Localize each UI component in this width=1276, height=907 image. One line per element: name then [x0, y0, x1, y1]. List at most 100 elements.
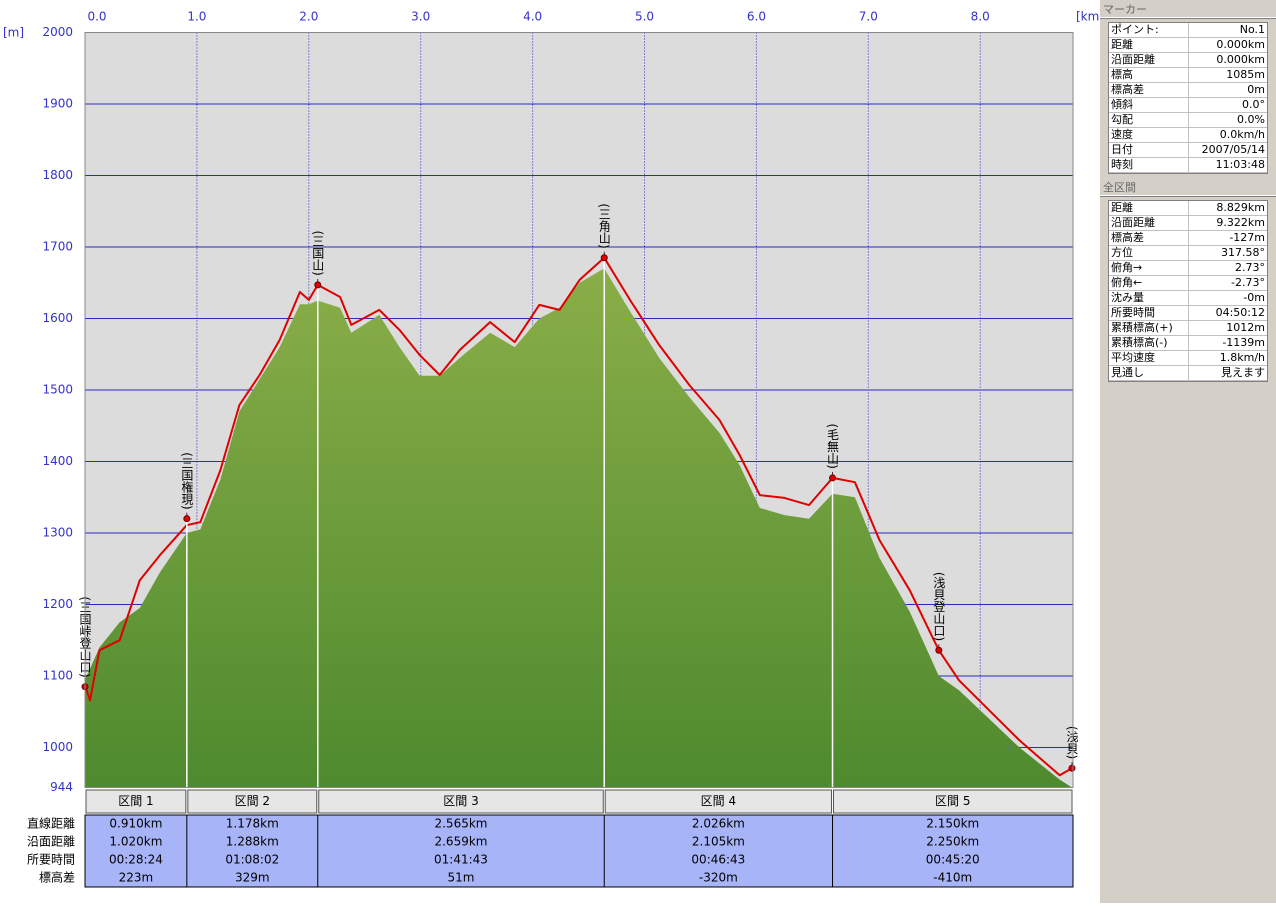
panel-row: 累積標高(-) -1139m: [1109, 336, 1267, 351]
panel-row: 距離 0.000km: [1109, 38, 1267, 53]
panel-row: 距離 8.829km: [1109, 201, 1267, 216]
section-header: 区間 1: [118, 794, 153, 808]
panel-value: 2.73°: [1187, 261, 1268, 275]
panel-value: 1085m: [1187, 68, 1268, 82]
panel-label: 沿面距離: [1111, 216, 1155, 229]
row-label: 直線距離: [27, 816, 75, 831]
panel-row: 時刻 11:03:48: [1109, 158, 1267, 173]
panel-row: 見通し 見えます: [1109, 366, 1267, 381]
marker-dot: [183, 515, 191, 523]
panel-value: 11:03:48: [1187, 158, 1268, 172]
section-header: 区間 4: [701, 794, 736, 808]
row-label: 所要時間: [27, 853, 75, 867]
panel-value: 0.000km: [1187, 53, 1268, 67]
y-tick-label: 1700: [42, 239, 73, 253]
marker-dot: [600, 254, 608, 262]
marker-label: (毛無山): [826, 424, 840, 469]
section-cell: 1.020km: [109, 835, 162, 849]
panel-label: 日付: [1111, 143, 1133, 156]
y-unit: [m]: [3, 26, 24, 40]
x-tick-label: 5.0: [635, 10, 654, 24]
x-tick-label: 6.0: [747, 10, 766, 24]
panel-row: 所要時間 04:50:12: [1109, 306, 1267, 321]
panel-table: 距離 8.829km 沿面距離 9.322km 標高差 -127m 方位 317.58° 俯角→…: [1108, 200, 1268, 382]
panel-label: 距離: [1111, 201, 1133, 214]
marker-dot: [314, 281, 322, 289]
panel-value: 1012m: [1187, 321, 1268, 335]
panel-value: 0.000km: [1187, 38, 1268, 52]
panel-value: -0m: [1187, 291, 1268, 305]
marker-dot: [935, 646, 943, 654]
marker-label: (浅貝登山口): [932, 572, 946, 641]
panel-header: マーカー: [1100, 2, 1276, 18]
panel-row: 沿面距離 0.000km: [1109, 53, 1267, 68]
panel-value: 0.0%: [1187, 113, 1268, 127]
y-tick-label: 944: [50, 780, 73, 794]
section-cell: -320m: [699, 871, 738, 885]
terrain-area: [85, 268, 1072, 788]
section-cell: 329m: [235, 871, 270, 885]
panel-value: 0.0°: [1187, 98, 1268, 112]
panel-row: 標高 1085m: [1109, 68, 1267, 83]
panel-label: 時刻: [1111, 158, 1133, 171]
panel-value: 317.58°: [1187, 246, 1268, 260]
y-tick-label: 1000: [42, 740, 73, 754]
section-cell: 00:46:43: [691, 853, 745, 867]
section-cell: 2.565km: [434, 817, 487, 831]
y-tick-label: 1800: [42, 168, 73, 182]
section-header: 区間 2: [235, 794, 270, 808]
section-header-cell: [604, 789, 833, 814]
panel-row: 標高差 -127m: [1109, 231, 1267, 246]
section-cell: 2.150km: [926, 817, 979, 831]
section-cell: 00:28:24: [109, 853, 163, 867]
section-cell: -410m: [933, 871, 972, 885]
section-header-cell: [833, 789, 1073, 814]
section-cell: 2.026km: [692, 817, 745, 831]
x-tick-label: 4.0: [523, 10, 542, 24]
panel-label: 沿面距離: [1111, 53, 1155, 66]
y-tick-label: 1600: [42, 311, 73, 325]
panel-value: 0.0km/h: [1187, 128, 1268, 142]
panel-label: 俯角←: [1111, 276, 1143, 289]
panel-row: 勾配 0.0%: [1109, 113, 1267, 128]
panel-value: 8.829km: [1187, 201, 1268, 215]
section-cell: 2.250km: [926, 835, 979, 849]
panel-label: 標高: [1111, 68, 1133, 81]
panel-label: 俯角→: [1111, 261, 1143, 274]
panel-row: 日付 2007/05/14: [1109, 143, 1267, 158]
x-tick-label: 0.0: [87, 10, 106, 24]
panel-label: 沈み量: [1111, 291, 1144, 304]
section-header: 区間 5: [935, 794, 970, 808]
section-header-cell: [187, 789, 318, 814]
section-cell: 2.659km: [434, 835, 487, 849]
section-cell: 01:41:43: [434, 853, 488, 867]
row-label: 標高差: [39, 870, 75, 885]
panel-row: 標高差 0m: [1109, 83, 1267, 98]
marker-label: (三国山): [311, 231, 325, 276]
marker-label: (三国権現): [180, 452, 194, 509]
track-line: [84, 256, 1073, 777]
section-cell: 223m: [119, 871, 154, 885]
panel-value: -1139m: [1187, 336, 1268, 350]
panel-value: 04:50:12: [1187, 306, 1268, 320]
x-unit: [km]: [1076, 10, 1100, 24]
y-tick-label: 1200: [42, 597, 73, 611]
marker-label: (浅貝): [1065, 726, 1079, 759]
panel-label: 所要時間: [1111, 306, 1155, 319]
plot-border: [84, 32, 1074, 788]
panel-label: 平均速度: [1111, 351, 1155, 364]
panel-row: 累積標高(+) 1012m: [1109, 321, 1267, 336]
chart: [m] [km] 944 1000 1100 1200 1300 1400 1500 1600…: [3, 10, 1104, 888]
y-tick-label: 1100: [42, 668, 73, 682]
panel-row: 平均速度 1.8km/h: [1109, 351, 1267, 366]
x-tick-label: 8.0: [971, 10, 990, 24]
panel-value: 0m: [1187, 83, 1268, 97]
panel-value: -2.73°: [1187, 276, 1268, 290]
table-body: [84, 814, 1074, 888]
panel-label: 方位: [1111, 246, 1133, 259]
panel-value: 見えます: [1187, 366, 1268, 380]
y-tick-label: 1400: [42, 454, 73, 468]
y-tick-label: 1900: [42, 96, 73, 110]
y-tick-label: 2000: [42, 25, 73, 39]
